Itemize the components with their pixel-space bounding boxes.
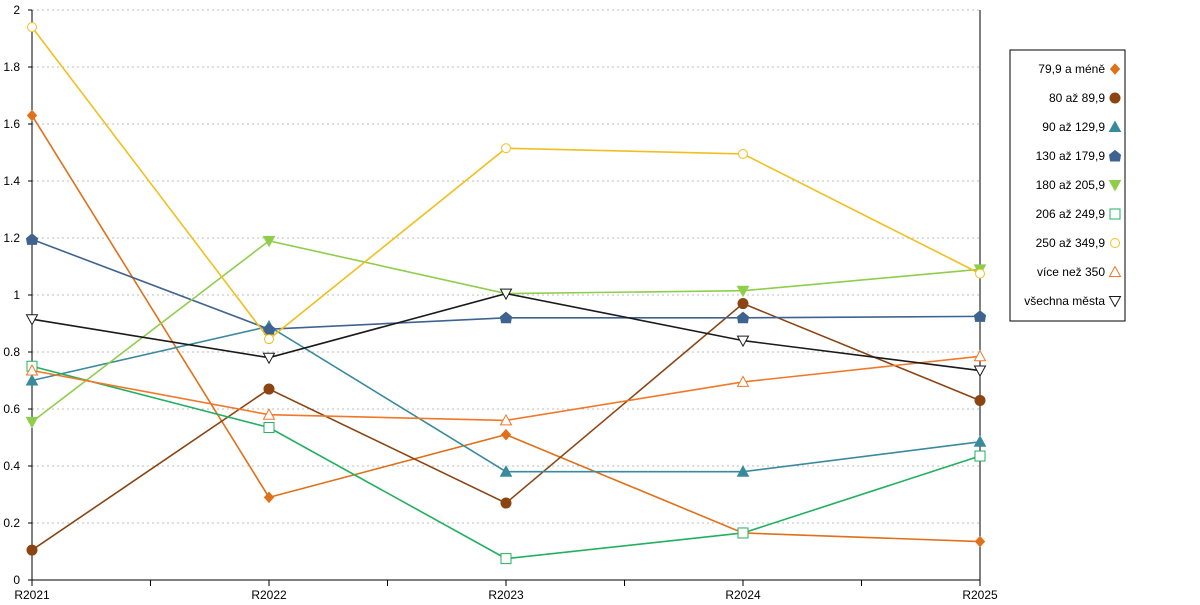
legend: 79,9 a méně 80 až 89,9 90 až 129,9 130 až 1… [1009, 49, 1126, 322]
series-line [31, 115, 981, 543]
y-tick-label: 0.6 [3, 402, 20, 416]
data-point [499, 465, 513, 477]
data-point [500, 553, 512, 565]
data-point [26, 544, 38, 556]
legend-label: 206 až 249,9 [1036, 207, 1106, 221]
data-point [499, 413, 513, 426]
data-point [975, 268, 985, 279]
legend-marker [1109, 208, 1121, 220]
data-point [973, 349, 987, 362]
x-tick-label: R2022 [251, 588, 287, 600]
y-tick-label: 1.6 [3, 117, 20, 131]
x-tick-label: R2021 [14, 588, 50, 600]
legend-label: 180 až 205,9 [1036, 178, 1106, 192]
data-point [500, 497, 512, 509]
y-tick-label: 1.2 [3, 231, 20, 245]
data-point [263, 383, 275, 395]
data-point [25, 233, 39, 245]
data-point [264, 334, 274, 345]
y-tick-label: 0.4 [3, 459, 20, 473]
data-point [262, 235, 276, 248]
legend-box [1009, 49, 1126, 322]
series-5 [26, 360, 986, 565]
x-tick-label: R2023 [488, 588, 524, 600]
y-tick-label: 0.2 [3, 516, 20, 530]
y-tick-label: 1.8 [3, 60, 20, 74]
legend-marker [1110, 238, 1120, 248]
series-line [31, 365, 981, 560]
legend-label: 79,9 a méně [1038, 62, 1105, 76]
data-point [499, 311, 513, 324]
legend-marker [1108, 265, 1122, 277]
data-point [25, 416, 39, 429]
data-point [262, 408, 276, 420]
legend-label: 130 až 179,9 [1036, 149, 1106, 163]
legend-marker [1109, 63, 1121, 75]
gridlines [32, 9, 980, 524]
series-line [31, 302, 981, 551]
data-point [501, 143, 511, 154]
data-point [738, 148, 748, 159]
legend-marker [1108, 149, 1122, 162]
series-3 [25, 233, 987, 335]
series-7 [25, 349, 987, 426]
y-tick-label: 0.8 [3, 345, 20, 359]
data-point [974, 394, 986, 406]
legend-marker [1108, 296, 1122, 308]
data-point [736, 311, 750, 324]
data-point [973, 435, 987, 447]
legend-label: 250 až 349,9 [1036, 236, 1106, 250]
series-line [31, 292, 981, 372]
data-point [974, 450, 986, 462]
data-point [25, 314, 39, 326]
y-tick-label: 0 [13, 573, 20, 587]
data-point [973, 365, 987, 378]
legend-label: všechna města [1024, 294, 1105, 308]
y-tick-label: 2 [13, 3, 20, 17]
data-point [973, 310, 987, 322]
series-0 [26, 109, 986, 548]
data-point [736, 465, 750, 477]
data-point [262, 323, 276, 335]
legend-label: 90 až 129,9 [1042, 120, 1105, 134]
series-6 [27, 22, 985, 345]
data-point [262, 352, 276, 365]
y-tick-label: 1 [13, 288, 20, 302]
series-line [31, 239, 981, 423]
data-point [27, 22, 37, 33]
series-4 [25, 235, 987, 429]
series-8 [25, 288, 987, 378]
data-point [26, 109, 38, 122]
series-line [31, 325, 981, 473]
data-point [263, 491, 275, 504]
axes: 0 0.2 0.4 0.6 0.8 1 1.2 1.4 1.6 1.8 2 R2021 R2022 R20… [3, 3, 998, 602]
data-point [974, 535, 986, 548]
data-point [736, 375, 750, 387]
legend-marker [1108, 120, 1122, 132]
legend-marker [1109, 92, 1121, 104]
series-lines [25, 22, 987, 565]
data-point [737, 298, 749, 310]
data-point [736, 285, 750, 298]
data-point [737, 527, 749, 539]
data-point [25, 363, 39, 376]
legend-marker [1108, 180, 1122, 192]
series-line [31, 355, 981, 422]
data-point [736, 335, 750, 348]
legend-label: více než 350 [1037, 265, 1105, 279]
data-point [500, 428, 512, 441]
legend-label: 80 až 89,9 [1049, 91, 1105, 105]
x-tick-label: R2024 [725, 588, 761, 600]
data-point [25, 373, 39, 386]
y-tick-label: 1.4 [3, 174, 20, 188]
series-1 [26, 298, 986, 556]
data-point [263, 422, 275, 434]
x-tick-label: R2025 [962, 588, 998, 600]
data-point [499, 288, 513, 301]
